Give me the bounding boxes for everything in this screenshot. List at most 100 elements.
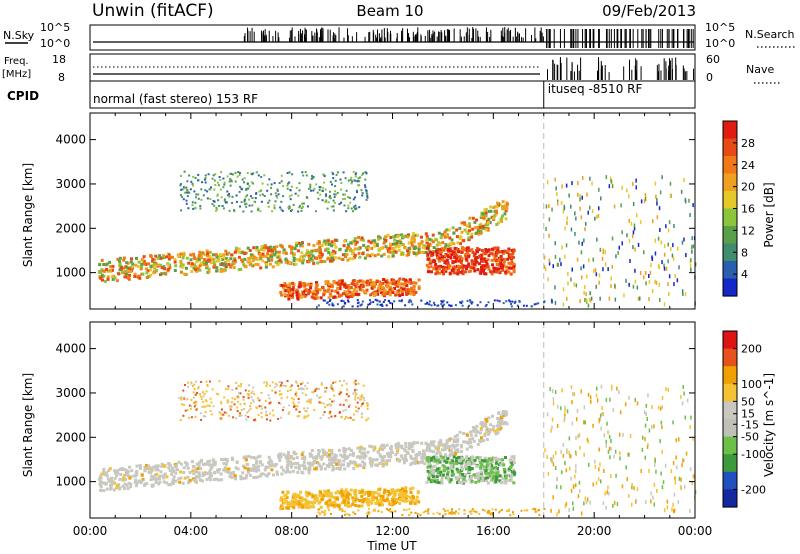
data-cell <box>260 463 264 467</box>
data-cell <box>328 455 332 459</box>
data-cell <box>507 261 511 265</box>
data-cell <box>330 415 333 418</box>
data-cell <box>224 388 227 391</box>
data-cell <box>325 247 329 251</box>
data-cell <box>364 490 368 494</box>
data-cell <box>396 441 400 445</box>
data-cell <box>446 470 450 474</box>
data-cell <box>509 262 513 266</box>
data-cell <box>380 285 384 289</box>
data-cell <box>280 174 283 177</box>
data-cell <box>487 267 491 271</box>
data-cell <box>275 195 278 197</box>
data-cell <box>341 198 344 201</box>
data-cell <box>248 384 250 387</box>
data-cell <box>435 238 439 242</box>
data-cell <box>648 274 650 278</box>
data-cell <box>315 499 319 503</box>
data-cell <box>437 231 441 235</box>
data-cell <box>396 235 400 239</box>
data-cell <box>376 292 380 296</box>
data-cell <box>243 177 246 180</box>
data-cell <box>293 247 297 251</box>
data-cell <box>304 498 308 502</box>
data-cell <box>565 243 568 248</box>
data-cell <box>237 396 240 399</box>
data-cell <box>324 282 328 286</box>
data-cell <box>277 193 280 196</box>
data-cell <box>244 455 248 459</box>
data-cell <box>480 214 484 218</box>
data-cell <box>372 448 376 452</box>
data-cell <box>163 267 167 271</box>
data-cell <box>343 490 347 494</box>
data-cell <box>495 211 499 214</box>
data-cell <box>673 508 676 513</box>
data-cell <box>302 292 305 296</box>
data-cell <box>498 417 502 421</box>
data-cell <box>355 172 358 175</box>
data-cell <box>347 284 351 287</box>
data-cell <box>487 471 491 475</box>
data-cell <box>291 285 295 289</box>
data-cell <box>670 247 672 252</box>
data-cell <box>296 461 300 465</box>
data-cell <box>420 235 423 239</box>
data-cell <box>155 268 159 272</box>
data-cell <box>551 389 554 393</box>
data-cell <box>191 385 194 387</box>
data-cell <box>462 440 466 444</box>
data-cell <box>376 289 380 293</box>
data-cell <box>218 253 222 257</box>
data-cell <box>548 261 551 266</box>
data-cell <box>156 263 160 267</box>
data-cell <box>224 257 228 260</box>
data-cell <box>461 480 465 483</box>
data-cell <box>357 235 361 239</box>
data-cell <box>362 454 366 458</box>
data-cell <box>400 444 404 448</box>
data-cell <box>424 239 428 242</box>
data-cell <box>352 210 354 213</box>
data-cell <box>327 465 331 469</box>
data-cell <box>109 477 113 481</box>
data-cell <box>279 291 283 294</box>
data-cell <box>333 500 337 504</box>
data-cell <box>289 246 293 250</box>
data-cell <box>556 192 558 197</box>
data-cell <box>266 418 268 421</box>
data-cell <box>257 209 259 212</box>
data-cell <box>391 290 395 294</box>
data-cell <box>508 459 512 463</box>
data-cell <box>339 178 342 181</box>
data-cell <box>579 299 581 304</box>
data-cell <box>137 260 141 264</box>
data-cell <box>340 281 344 285</box>
freq-label-line1: Freq. <box>4 56 29 67</box>
data-cell <box>300 207 303 210</box>
data-cell <box>440 481 444 485</box>
data-cell <box>355 392 358 395</box>
data-cell <box>431 250 435 254</box>
data-cell <box>259 266 263 270</box>
data-cell <box>494 465 498 469</box>
data-cell <box>311 259 315 263</box>
data-cell <box>461 300 464 303</box>
data-cell <box>135 469 139 473</box>
data-cell <box>615 473 617 478</box>
data-cell <box>231 261 235 265</box>
data-cell <box>568 466 571 471</box>
data-cell <box>253 467 257 471</box>
data-cell <box>140 265 143 269</box>
data-cell <box>456 257 460 261</box>
data-cell <box>316 261 320 265</box>
data-cell <box>362 498 366 501</box>
data-cell <box>461 304 464 307</box>
data-cell <box>494 480 498 484</box>
data-cell <box>486 476 489 480</box>
data-cell <box>324 280 328 284</box>
data-cell <box>435 452 439 456</box>
data-cell <box>118 256 122 260</box>
data-cell <box>481 264 485 268</box>
data-cell <box>242 396 245 398</box>
